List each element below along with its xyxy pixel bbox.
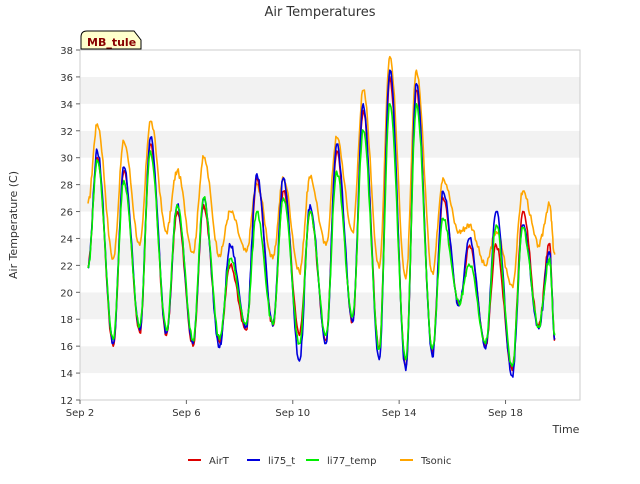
y-tick-label: 16	[60, 342, 73, 353]
grid-band	[80, 346, 580, 374]
y-tick-label: 24	[60, 234, 73, 245]
grid-band	[80, 50, 580, 77]
y-tick-label: 14	[60, 369, 73, 380]
x-axis-label: Time	[552, 423, 580, 436]
series-line-li77-temp	[87, 103, 556, 368]
y-tick-label: 38	[60, 46, 73, 57]
y-tick-label: 34	[60, 100, 73, 111]
y-tick-label: 32	[60, 127, 73, 138]
y-tick-label: 36	[60, 73, 73, 84]
y-tick-label: 18	[60, 315, 73, 326]
y-tick-label: 20	[60, 288, 73, 299]
series-line-tsonic	[87, 55, 556, 289]
legend-label: AirT	[209, 456, 230, 467]
site-badge-box	[80, 30, 142, 50]
grid-band	[80, 76, 580, 104]
axes: 12 14 16 18 20 22 24 26 28 30 32 34 36 38 Sep 2 Sep 6 Se…	[60, 46, 581, 419]
x-tick-label: Sep 18	[488, 408, 523, 419]
grid-band	[80, 373, 580, 400]
site-badge-group: MB_tule	[80, 30, 142, 50]
legend-label: li77_temp	[327, 456, 376, 467]
x-tick-label: Sep 2	[66, 408, 94, 419]
y-tick-label: 12	[60, 396, 73, 407]
chart-title: Air Temperatures	[264, 5, 375, 20]
x-tick-label: Sep 6	[172, 408, 200, 419]
y-tick-label: 22	[60, 261, 73, 272]
y-tick-label: 28	[60, 181, 73, 192]
legend: AirT li75_t li77_temp Tsonic	[188, 456, 451, 467]
grid-band	[80, 130, 580, 158]
x-tick-label: Sep 10	[275, 408, 310, 419]
y-tick-label: 26	[60, 208, 73, 219]
legend-label: Tsonic	[420, 456, 451, 467]
plot-frame	[79, 49, 581, 401]
y-tick-label: 30	[60, 154, 73, 165]
series-line-li75-t	[87, 69, 556, 378]
y-axis-label: Air Temperature (C)	[7, 171, 20, 279]
legend-label: li75_t	[268, 456, 295, 467]
grid-band	[80, 103, 580, 131]
x-tick-label: Sep 14	[382, 408, 417, 419]
data-lines	[87, 55, 556, 378]
site-badge-label: MB_tule	[87, 36, 136, 49]
grid-band	[80, 157, 580, 185]
